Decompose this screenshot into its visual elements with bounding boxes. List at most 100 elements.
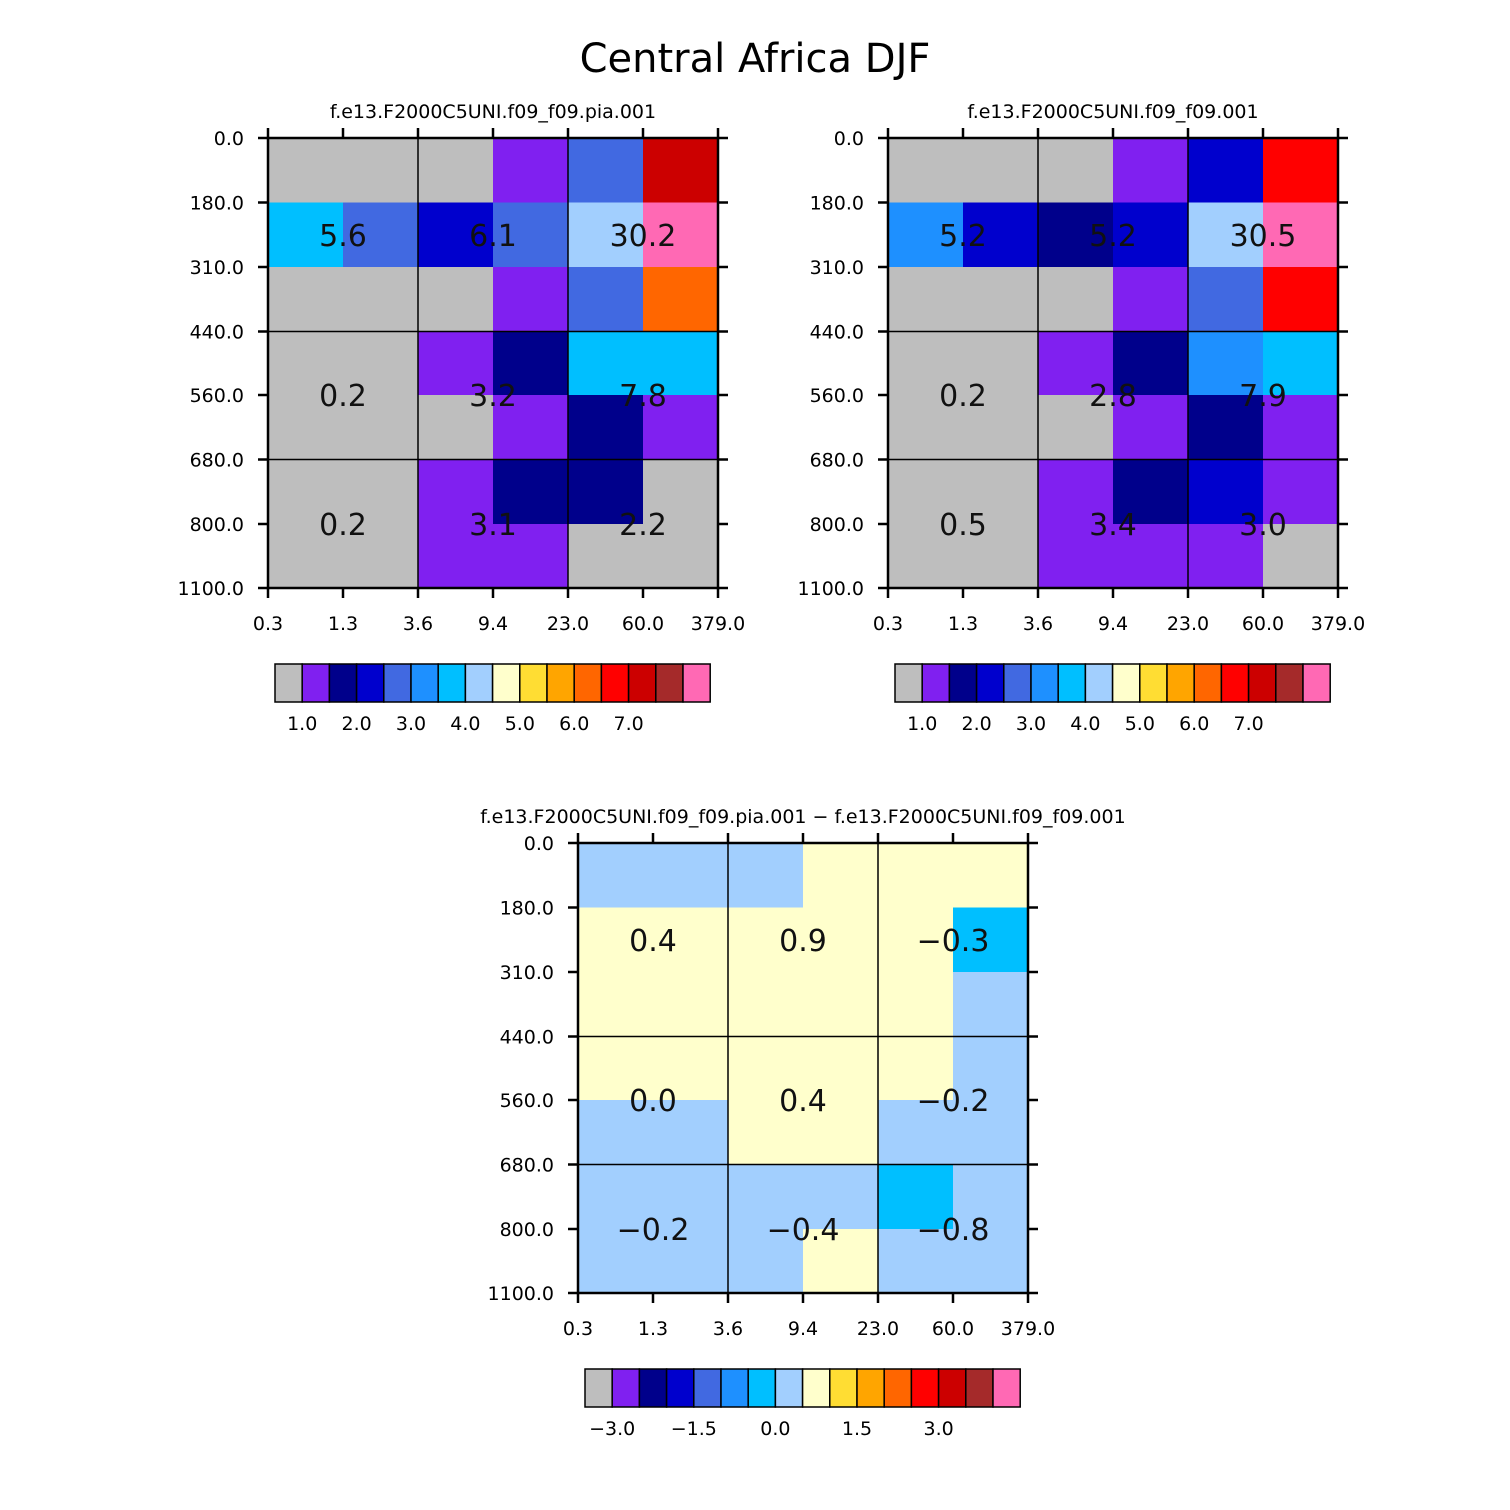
colorbar-box (464, 663, 494, 703)
heat-cell (418, 524, 494, 589)
heat-cell (578, 1229, 654, 1294)
colorbar-tick-label: 1.0 (907, 713, 937, 735)
summary-value-label: 30.2 (610, 219, 677, 254)
heat-cell (1188, 138, 1264, 204)
heat-cell (953, 1229, 1029, 1294)
heat-cell (493, 459, 569, 525)
colorbar-box (627, 663, 657, 703)
y-tick-label: 1100.0 (488, 1283, 554, 1305)
panel-2: 0.0 180.0 310.0 440.0 560.0 680.0 800.0 1100.0 0… (798, 101, 1366, 735)
y-tick-label: 440.0 (500, 1027, 554, 1049)
summary-value-label: −0.2 (617, 1213, 690, 1248)
x-tick-label: 3.6 (1023, 613, 1053, 635)
colorbar-box (1302, 663, 1331, 703)
x-tick-label: 1.3 (638, 1318, 668, 1340)
heat-cell (643, 138, 719, 204)
heat-cell (643, 331, 719, 396)
figure-title: Central Africa DJF (580, 36, 931, 82)
heat-cell (643, 202, 719, 268)
heat-cell (1263, 459, 1339, 525)
heat-cell (343, 459, 419, 525)
colorbar-box (573, 663, 603, 703)
summary-value-label: 3.1 (469, 508, 517, 543)
summary-value-label: 3.0 (1239, 508, 1287, 543)
heat-cell (493, 267, 569, 333)
heat-cell (343, 395, 419, 461)
x-tick-label: 1.3 (328, 613, 358, 635)
heat-cell (653, 972, 729, 1038)
colorbar-box (546, 663, 575, 703)
heat-cell (653, 1036, 729, 1101)
heat-cell (653, 1100, 729, 1166)
summary-value-label: 2.8 (1089, 379, 1137, 414)
x-tick-label: 1.3 (948, 613, 978, 635)
heat-cell (1113, 267, 1189, 333)
panel-title: f.e13.F2000C5UNI.f09_f09.pia.001 (330, 101, 656, 123)
colorbar-tick-label: −1.5 (671, 1418, 717, 1440)
colorbar-box (801, 1368, 831, 1408)
x-tick-label: 3.6 (713, 1318, 743, 1340)
colorbar-tick-label: 1.5 (842, 1418, 872, 1440)
heat-cell (568, 395, 644, 461)
colorbar-box (1220, 663, 1250, 703)
summary-value-label: 0.2 (939, 379, 987, 414)
summary-value-label: −0.3 (917, 924, 990, 959)
x-tick-label: 379.0 (691, 613, 745, 635)
heat-cell (578, 1164, 654, 1230)
heat-cell (578, 1100, 654, 1166)
heat-cell (418, 459, 494, 525)
heat-cell (1263, 267, 1339, 333)
y-tick-label: 800.0 (500, 1219, 554, 1241)
y-tick-label: 310.0 (190, 257, 244, 279)
colorbar-tick-label: 7.0 (1233, 713, 1263, 735)
heat-cell (418, 395, 494, 461)
heat-cell (963, 459, 1039, 525)
x-tick-label: 9.4 (788, 1318, 818, 1340)
heat-cell (418, 202, 494, 268)
x-tick-label: 379.0 (1311, 613, 1365, 635)
heat-cell (568, 331, 644, 396)
colorbar-box (1084, 663, 1114, 703)
summary-value-label: 0.5 (939, 508, 987, 543)
heat-cell (953, 972, 1029, 1038)
x-tick-label: 0.3 (253, 613, 283, 635)
colorbar-tick-label: 3.0 (1016, 713, 1046, 735)
summary-value-label: 5.6 (319, 219, 367, 254)
heat-cell (1038, 459, 1114, 525)
heat-cell (493, 331, 569, 396)
y-tick-label: 0.0 (524, 833, 554, 855)
heat-cell (1038, 267, 1114, 333)
heat-cell (653, 1164, 729, 1230)
summary-value-label: −0.4 (767, 1213, 840, 1248)
heat-cell (1263, 138, 1339, 204)
colorbar-box (1030, 663, 1059, 703)
heat-cell (1188, 524, 1264, 589)
colorbar: 1.0 2.0 3.0 4.0 5.0 6.0 7.0 (894, 663, 1331, 735)
colorbar-tick-label: 5.0 (1125, 713, 1155, 735)
heat-cell (578, 907, 654, 973)
heat-cell (1038, 202, 1114, 268)
colorbar-box (948, 663, 978, 703)
heat-cell (1263, 331, 1339, 396)
heat-cell (653, 843, 729, 909)
x-tick-label: 60.0 (622, 613, 664, 635)
heat-cell (1188, 202, 1264, 268)
heat-cell (728, 1164, 804, 1230)
colorbar-box (638, 1368, 668, 1408)
summary-value-label: 6.1 (469, 219, 517, 254)
panel-1: 0.0 180.0 310.0 440.0 560.0 680.0 800.0 1100.0 0… (178, 101, 746, 735)
y-tick-label: 1100.0 (178, 578, 244, 600)
colorbar-box (682, 663, 711, 703)
colorbar-box (937, 1368, 967, 1408)
heat-cell (953, 907, 1029, 973)
colorbar: −3.0 −1.5 0.0 1.5 3.0 (584, 1368, 1021, 1440)
heat-cell (888, 138, 964, 204)
heat-cell (1188, 267, 1264, 333)
summary-value-label: −0.8 (917, 1213, 990, 1248)
heat-cell (653, 1229, 729, 1294)
heat-cell (1263, 202, 1339, 268)
colorbar-box (1166, 663, 1195, 703)
heat-cell (953, 843, 1029, 909)
colorbar-box (1057, 663, 1087, 703)
heat-cell (728, 1100, 804, 1166)
